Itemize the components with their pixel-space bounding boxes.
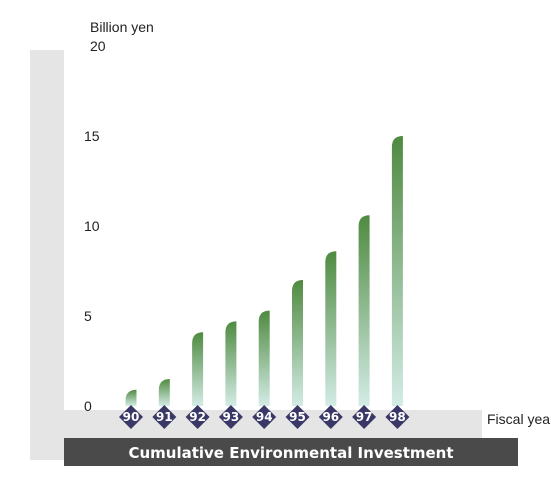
bar xyxy=(158,379,170,406)
category-label: 96 xyxy=(322,410,339,424)
bar xyxy=(258,310,270,406)
y-axis-label: Billion yen xyxy=(90,19,154,35)
plot-area xyxy=(64,30,551,410)
bar xyxy=(358,215,370,406)
y-tick-label: 10 xyxy=(84,218,100,234)
category-marker xyxy=(385,405,410,429)
category-marker xyxy=(318,405,343,429)
bar xyxy=(125,389,137,406)
category-marker xyxy=(185,405,210,429)
category-label: 98 xyxy=(389,410,406,424)
category-marker xyxy=(285,405,310,429)
category-label: 90 xyxy=(123,410,140,424)
y-ticks: 0 5 10 15 20 xyxy=(84,38,106,414)
category-label: 92 xyxy=(189,410,206,424)
category-label: 95 xyxy=(289,410,306,424)
category-label: 93 xyxy=(223,410,240,424)
x-axis-label: Fiscal year xyxy=(487,411,551,427)
chart-title: Cumulative Environmental Investment xyxy=(128,444,453,462)
y-tick-label: 0 xyxy=(84,398,92,414)
bar xyxy=(292,280,303,406)
y-tick-label: 5 xyxy=(84,308,92,324)
category-marker xyxy=(218,405,243,429)
bar xyxy=(192,332,204,406)
category-label: 94 xyxy=(256,410,273,424)
category-marker xyxy=(152,405,177,429)
y-tick-label: 20 xyxy=(90,38,106,54)
category-marker xyxy=(119,405,143,429)
bars xyxy=(125,136,403,406)
category-label: 97 xyxy=(356,410,373,424)
category-label: 91 xyxy=(156,410,173,424)
bar xyxy=(225,321,237,406)
y-tick-label: 15 xyxy=(84,128,100,144)
bar xyxy=(391,136,403,406)
category-marker xyxy=(352,405,377,429)
category-markers: 90 91 92 93 94 95 96 97 98 xyxy=(119,405,410,429)
bar xyxy=(325,251,337,406)
category-marker xyxy=(252,405,277,429)
title-band xyxy=(64,438,518,466)
